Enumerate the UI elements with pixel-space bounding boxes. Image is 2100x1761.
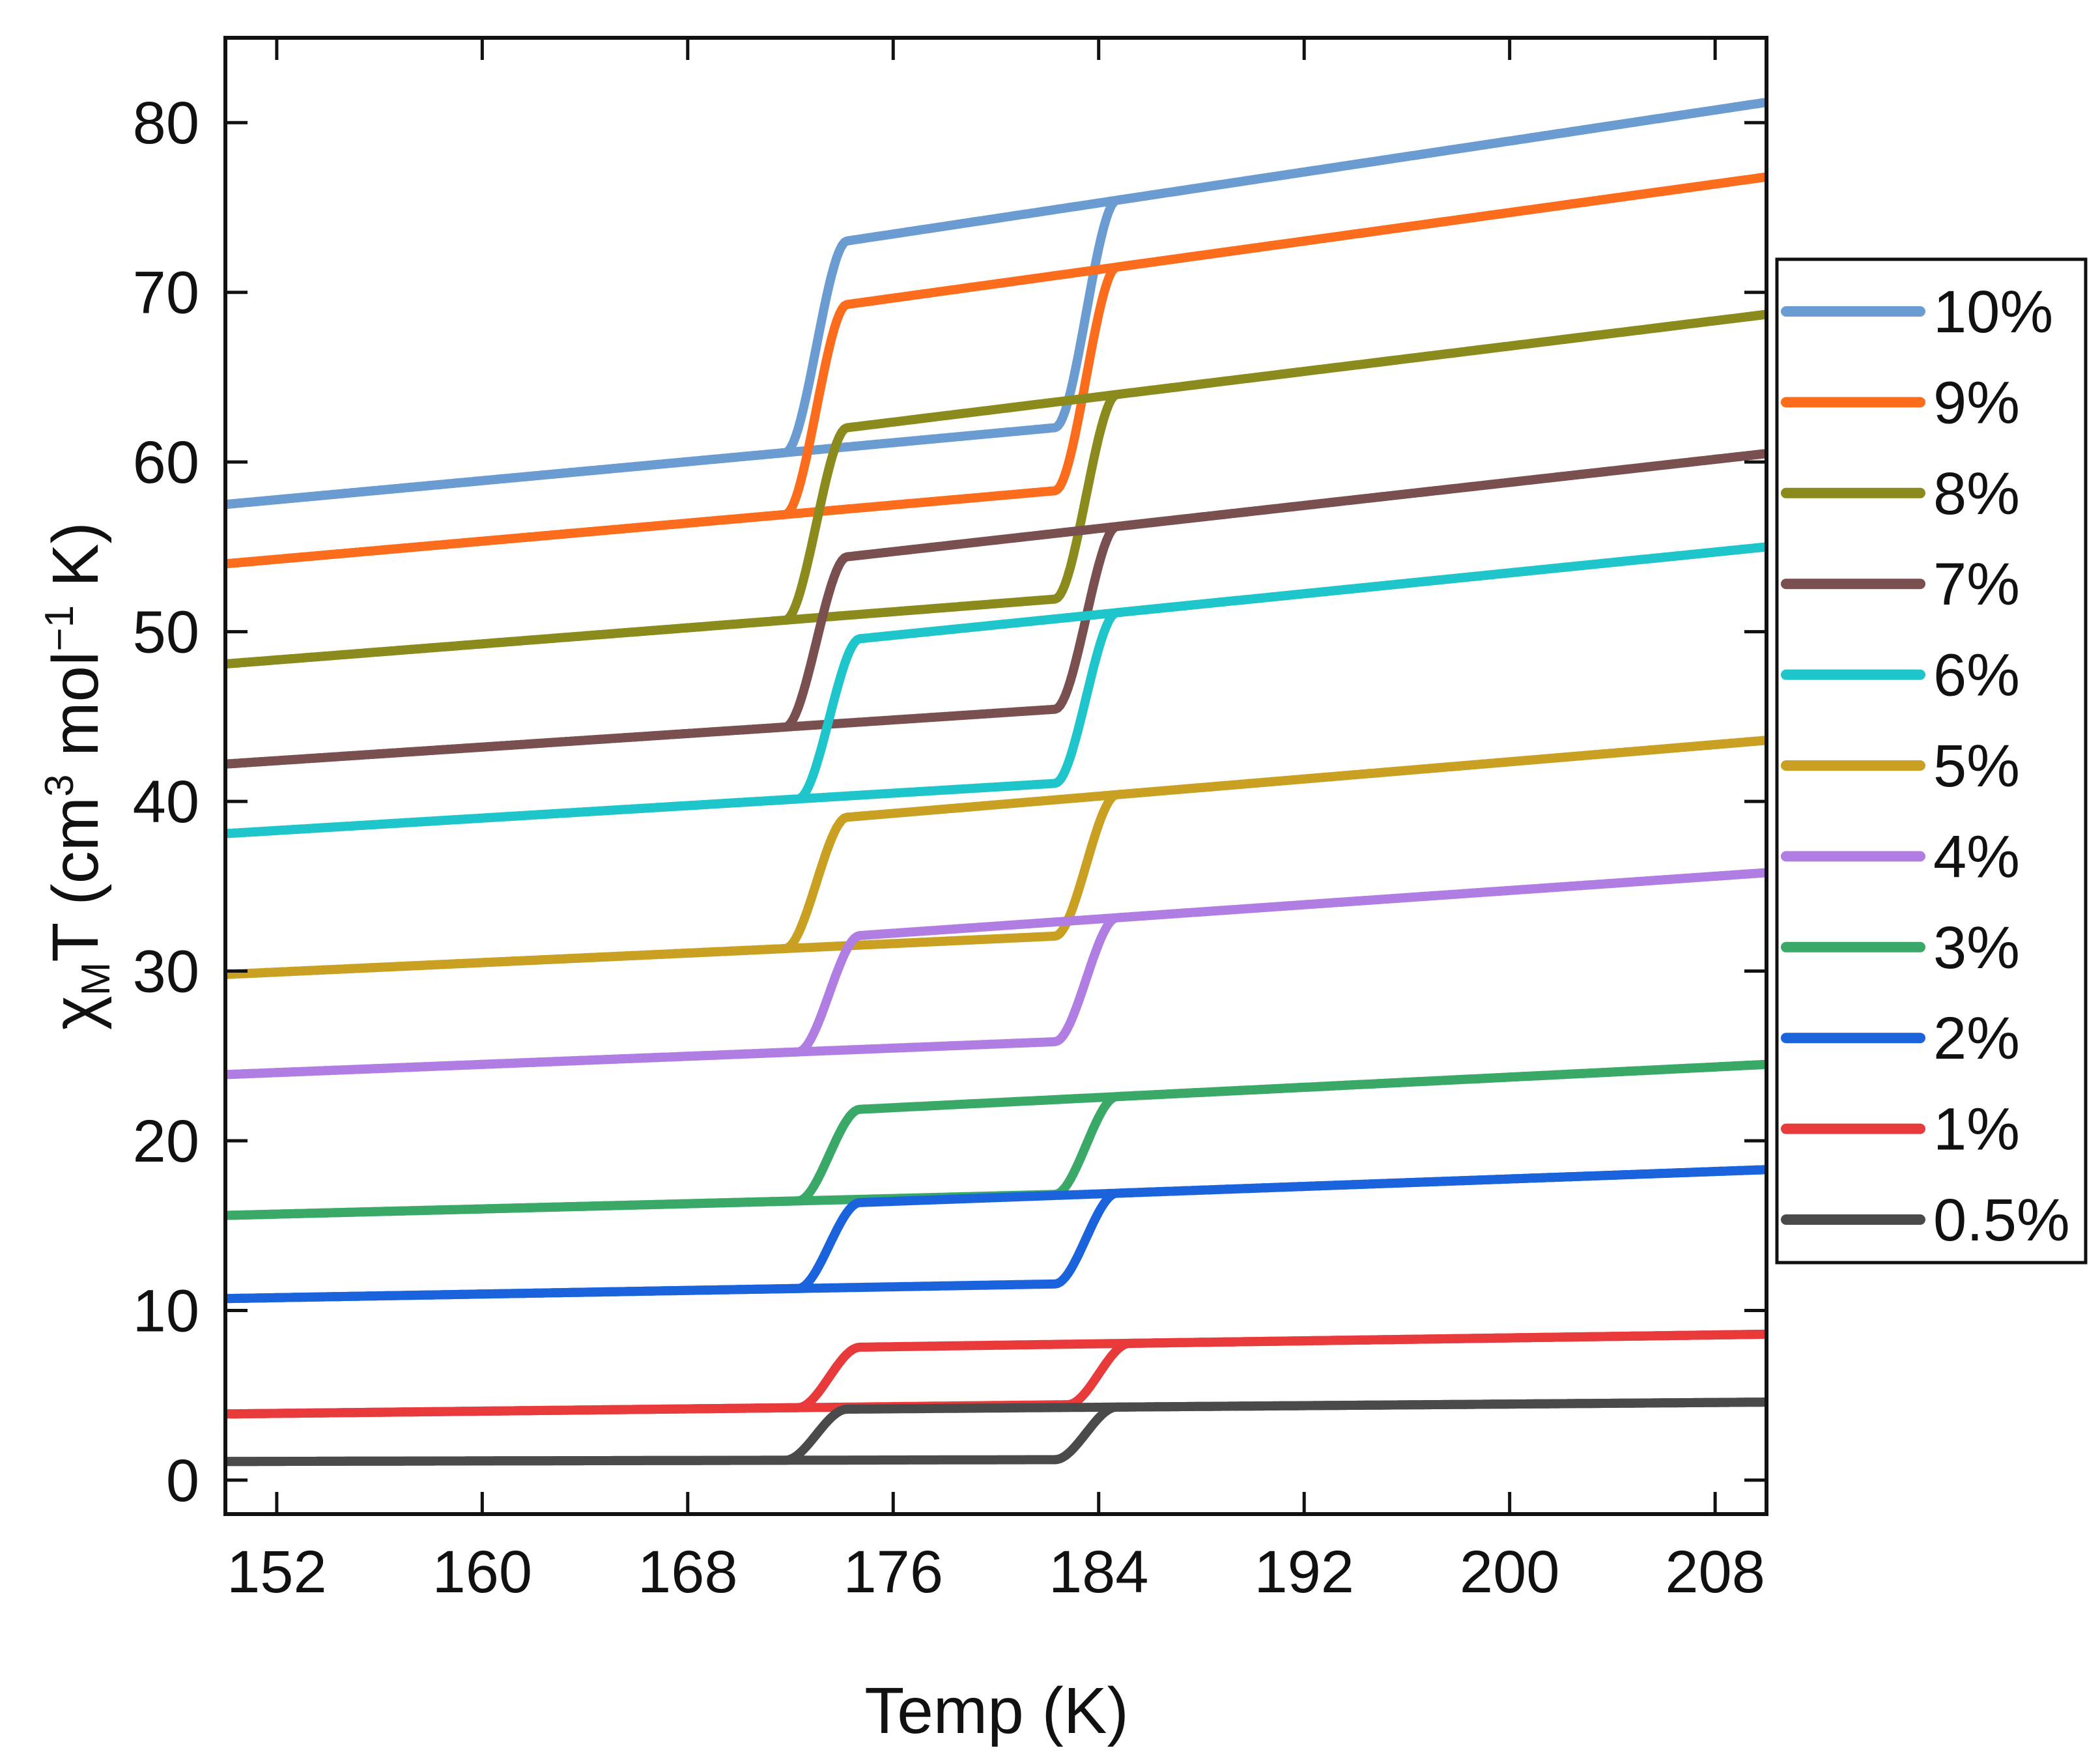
series-line-cooling-0 [225, 98, 1767, 509]
y-tick-label: 60 [133, 429, 199, 496]
series-line-cooling-4 [225, 542, 1767, 838]
y-title-sup1: 3 [37, 775, 82, 797]
legend-label: 8% [1933, 461, 2020, 527]
y-tick-label: 30 [133, 939, 199, 1005]
x-tick-label: 184 [1049, 1539, 1149, 1605]
x-axis: 152 160 168 176 184 192 200 208 [227, 38, 1765, 1605]
legend-label: 10% [1933, 279, 2053, 345]
series-line-cooling-8 [225, 1165, 1767, 1304]
legend-label: 6% [1933, 642, 2020, 709]
series-line-cooling-2 [225, 309, 1767, 669]
series-line-heating-7 [225, 1059, 1767, 1220]
plot-frame [223, 36, 1768, 1516]
legend-label: 1% [1933, 1096, 2020, 1163]
x-tick-label: 168 [638, 1539, 738, 1605]
legend-label: 7% [1933, 551, 2020, 618]
legend-label: 2% [1933, 1005, 2020, 1072]
x-tick-label: 176 [844, 1539, 944, 1605]
y-tick-label: 40 [133, 769, 199, 835]
legend-label: 5% [1933, 733, 2020, 799]
y-title-sub: M [74, 962, 119, 996]
series-line-heating-4 [225, 542, 1767, 838]
y-axis-title: χMT (cm3 mol−1 K) [37, 522, 119, 1030]
series-line-cooling-1 [225, 172, 1767, 569]
legend-label: 4% [1933, 823, 2020, 890]
y-tick-label: 80 [133, 90, 199, 156]
y-title-mid: T (cm [39, 797, 112, 962]
legend: 10% 9% 8% 7% 6% 5% 4% 3% 2% 1% 0.5% [1775, 257, 2088, 1265]
series-line-cooling-3 [225, 449, 1767, 769]
series-line-cooling-9 [225, 1329, 1767, 1419]
legend-label: 9% [1933, 369, 2020, 436]
series-line-cooling-6 [225, 868, 1767, 1080]
y-title-chi: χ [39, 995, 112, 1030]
legend-label: 0.5% [1933, 1187, 2070, 1253]
series-line-heating-0 [225, 98, 1767, 509]
y-tick-label: 20 [133, 1108, 199, 1175]
series-line-cooling-10 [225, 1397, 1767, 1467]
x-tick-label: 208 [1665, 1539, 1765, 1605]
y-title-sup2: −1 [37, 605, 82, 651]
series-line-heating-1 [225, 172, 1767, 569]
x-tick-label: 160 [433, 1539, 533, 1605]
series-line-heating-6 [225, 868, 1767, 1080]
x-axis-title: Temp (K) [864, 1674, 1129, 1747]
x-tick-label: 200 [1460, 1539, 1560, 1605]
y-axis: 0 10 20 30 40 50 60 70 80 [133, 90, 1767, 1514]
x-tick-label: 192 [1254, 1539, 1354, 1605]
series-line-cooling-5 [225, 736, 1767, 979]
series-line-heating-8 [225, 1165, 1767, 1304]
y-tick-label: 10 [133, 1278, 199, 1344]
series-line-heating-2 [225, 309, 1767, 669]
y-tick-label: 0 [166, 1448, 199, 1514]
legend-label: 3% [1933, 915, 2020, 981]
y-title-end: K) [39, 522, 112, 605]
y-tick-label: 50 [133, 599, 199, 666]
series-line-heating-5 [225, 736, 1767, 979]
series-line-cooling-7 [225, 1059, 1767, 1220]
y-title-mid2: mol [39, 651, 112, 775]
x-tick-label: 152 [227, 1539, 327, 1605]
y-tick-label: 70 [133, 260, 199, 326]
series-layer [225, 98, 1767, 1467]
